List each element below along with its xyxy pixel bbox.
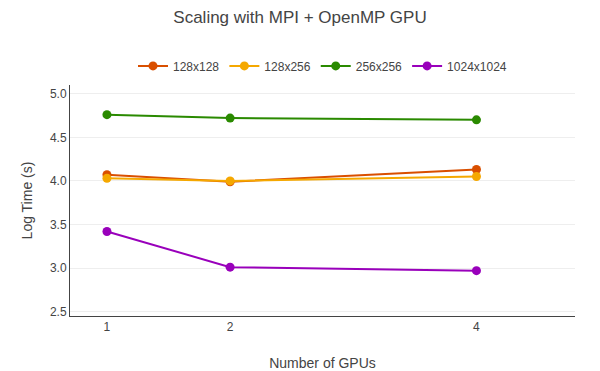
svg-text:Scaling with MPI + OpenMP GPU: Scaling with MPI + OpenMP GPU [173, 8, 426, 27]
svg-text:128x128: 128x128 [173, 60, 219, 74]
svg-text:2: 2 [227, 320, 234, 334]
svg-text:2.5: 2.5 [50, 305, 67, 319]
svg-text:3.0: 3.0 [50, 261, 67, 275]
svg-text:4.0: 4.0 [50, 174, 67, 188]
svg-text:3.5: 3.5 [50, 218, 67, 232]
svg-text:4.5: 4.5 [50, 131, 67, 145]
svg-text:4: 4 [473, 320, 480, 334]
svg-text:256x256: 256x256 [356, 60, 402, 74]
svg-text:128x256: 128x256 [264, 60, 310, 74]
svg-text:Log Time (s): Log Time (s) [19, 162, 35, 240]
svg-text:1: 1 [104, 320, 111, 334]
svg-text:Number of GPUs: Number of GPUs [269, 355, 376, 371]
svg-text:5.0: 5.0 [50, 87, 67, 101]
svg-text:1024x1024: 1024x1024 [447, 60, 507, 74]
